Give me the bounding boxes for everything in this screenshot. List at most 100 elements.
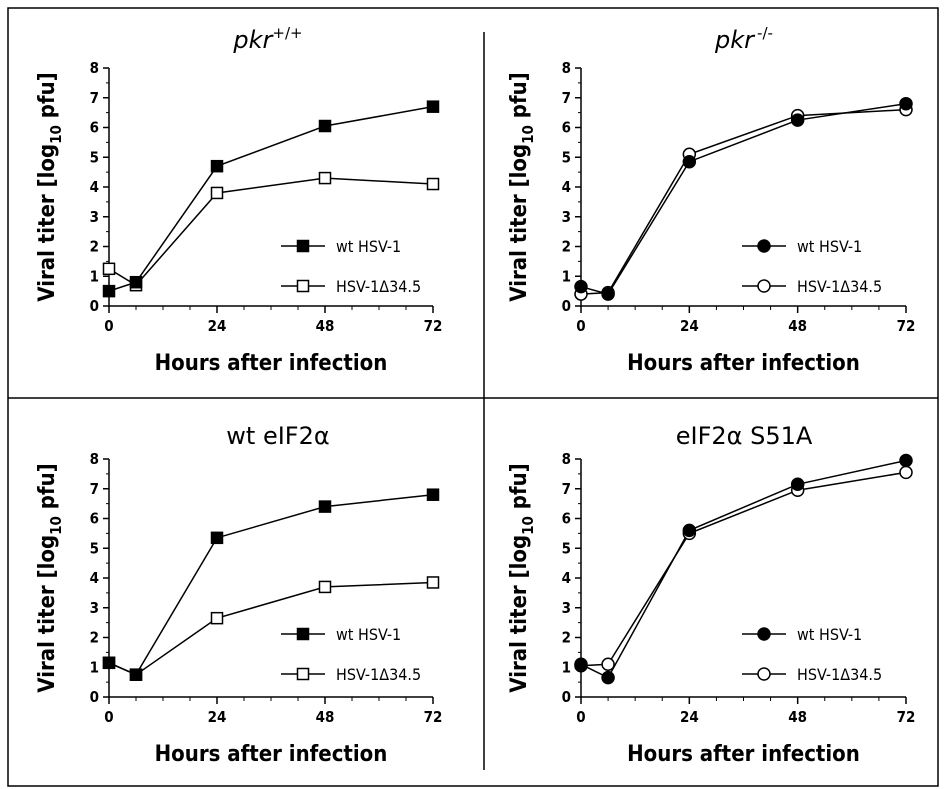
data-point-hsv1-delta34-5 [426, 576, 440, 589]
legend-label: HSV-1Δ34.5 [797, 665, 882, 684]
x-tick-label: 24 [208, 708, 227, 726]
data-point-hsv1-delta34-5 [318, 171, 332, 185]
data-point-hsv1-delta34-5 [426, 177, 440, 191]
y-axis-label: Viral titer [log10 pfu] [35, 72, 65, 301]
data-point-wt-hsv1 [426, 488, 440, 501]
data-point-wt-hsv1 [899, 453, 913, 468]
data-point-wt-hsv1 [899, 96, 913, 111]
legend-marker [296, 627, 310, 641]
data-point-wt-hsv1 [574, 279, 588, 294]
y-tick-label: 3 [90, 599, 99, 617]
y-tick-label: 7 [90, 480, 99, 498]
data-point-wt-hsv1 [574, 657, 588, 672]
data-point-wt-hsv1 [210, 159, 224, 173]
data-point-wt-hsv1 [102, 284, 116, 298]
legend-marker [757, 279, 771, 293]
panel-2-plot: 0 1 2 3 4 5 6 7 8 0 24 48 72 Hours after infection Vir… [507, 59, 915, 376]
y-tick-label: 6 [562, 510, 571, 528]
y-tick-label: 1 [562, 267, 571, 285]
x-tick-label: 48 [316, 317, 335, 335]
data-point-wt-hsv1 [601, 670, 615, 685]
x-tick-label: 0 [104, 708, 113, 726]
y-tick-label: 4 [562, 569, 571, 587]
legend-marker [296, 279, 310, 293]
panel-4-title: eIF2α S51A [676, 422, 813, 450]
data-point-wt-hsv1 [790, 477, 805, 492]
x-tick-label: 24 [680, 708, 699, 726]
x-axis-label: Hours after infection [627, 351, 860, 376]
y-tick-label: 1 [562, 658, 571, 676]
y-tick-label: 7 [562, 89, 571, 107]
legend-marker [757, 667, 771, 681]
y-tick-label: 6 [562, 119, 571, 137]
y-tick-label: 0 [562, 297, 571, 315]
x-tick-label: 48 [788, 708, 807, 726]
panel-1-plot: 0 1 2 3 4 5 6 7 8 0 24 48 72 Hours after infection Vir… [35, 59, 442, 376]
data-point-wt-hsv1 [129, 668, 143, 681]
legend-marker [296, 667, 310, 681]
data-point-wt-hsv1 [102, 656, 116, 670]
y-tick-label: 5 [90, 539, 99, 557]
y-tick-label: 3 [562, 599, 571, 617]
x-tick-label: 24 [208, 317, 227, 335]
panel-1-title-main: pkr [232, 26, 274, 54]
panel-2-title-sup: -/- [757, 24, 773, 42]
data-point-wt-hsv1 [318, 119, 332, 133]
legend-marker [757, 627, 771, 641]
y-tick-label: 0 [90, 688, 99, 706]
data-point-wt-hsv1 [682, 523, 697, 538]
series-line-hsv1-delta34-5 [108, 177, 434, 287]
series-line-wt-hsv1 [580, 102, 907, 295]
y-tick-label: 2 [90, 238, 99, 256]
legend-label: HSV-1Δ34.5 [336, 277, 421, 296]
x-tick-label: 0 [576, 708, 585, 726]
data-point-wt-hsv1 [790, 113, 805, 127]
y-tick-label: 4 [562, 178, 571, 196]
data-point-wt-hsv1 [210, 531, 224, 545]
y-axis-label: Viral titer [log10 pfu] [35, 463, 65, 692]
data-point-hsv1-delta34-5 [210, 186, 224, 200]
legend-marker [757, 239, 771, 253]
y-tick-label: 1 [90, 267, 99, 285]
data-point-hsv1-delta34-5 [102, 262, 116, 276]
y-tick-label: 5 [90, 148, 99, 166]
data-point-wt-hsv1 [318, 500, 332, 513]
panel-1-title-sup: +/+ [272, 24, 302, 42]
legend-label: wt HSV-1 [336, 237, 401, 256]
y-tick-label: 3 [562, 208, 571, 226]
panel-2-title-main: pkr [714, 26, 756, 54]
y-axis-label: Viral titer [log10 pfu] [507, 463, 537, 692]
x-axis-label: Hours after infection [627, 742, 860, 767]
legend-label: wt HSV-1 [336, 625, 401, 644]
panel-4-plot: 0 1 2 3 4 5 6 7 8 0 24 48 72 Hours after infection Vir… [507, 450, 915, 767]
panel-2-title: pkr -/- [714, 24, 773, 54]
data-point-hsv1-delta34-5 [899, 465, 913, 480]
y-tick-label: 5 [562, 539, 571, 557]
data-point-hsv1-delta34-5 [210, 611, 224, 625]
x-tick-label: 24 [680, 317, 699, 335]
series-line-hsv1-delta34-5 [580, 108, 907, 295]
panel-3-plot: 0 1 2 3 4 5 6 7 8 0 24 48 72 Hours after infection Vir… [35, 450, 442, 767]
y-tick-label: 6 [90, 510, 99, 528]
panel-1-title: pkr+/+ [232, 24, 302, 54]
series-line-wt-hsv1 [580, 459, 907, 679]
y-tick-label: 0 [562, 688, 571, 706]
legend-label: wt HSV-1 [797, 625, 862, 644]
data-point-hsv1-delta34-5 [601, 657, 615, 672]
legend-label: wt HSV-1 [797, 237, 862, 256]
y-tick-label: 8 [562, 59, 571, 77]
x-tick-label: 0 [104, 317, 113, 335]
series-line-wt-hsv1 [108, 105, 434, 292]
y-tick-label: 2 [562, 238, 571, 256]
x-tick-label: 0 [576, 317, 585, 335]
data-point-hsv1-delta34-5 [318, 580, 332, 594]
y-tick-label: 3 [90, 208, 99, 226]
y-tick-label: 5 [562, 148, 571, 166]
legend-label: HSV-1Δ34.5 [797, 277, 882, 296]
y-axis-label: Viral titer [log10 pfu] [507, 72, 537, 301]
panel-3-title: wt eIF2α [226, 422, 329, 450]
y-tick-label: 6 [90, 119, 99, 137]
y-tick-label: 7 [90, 89, 99, 107]
